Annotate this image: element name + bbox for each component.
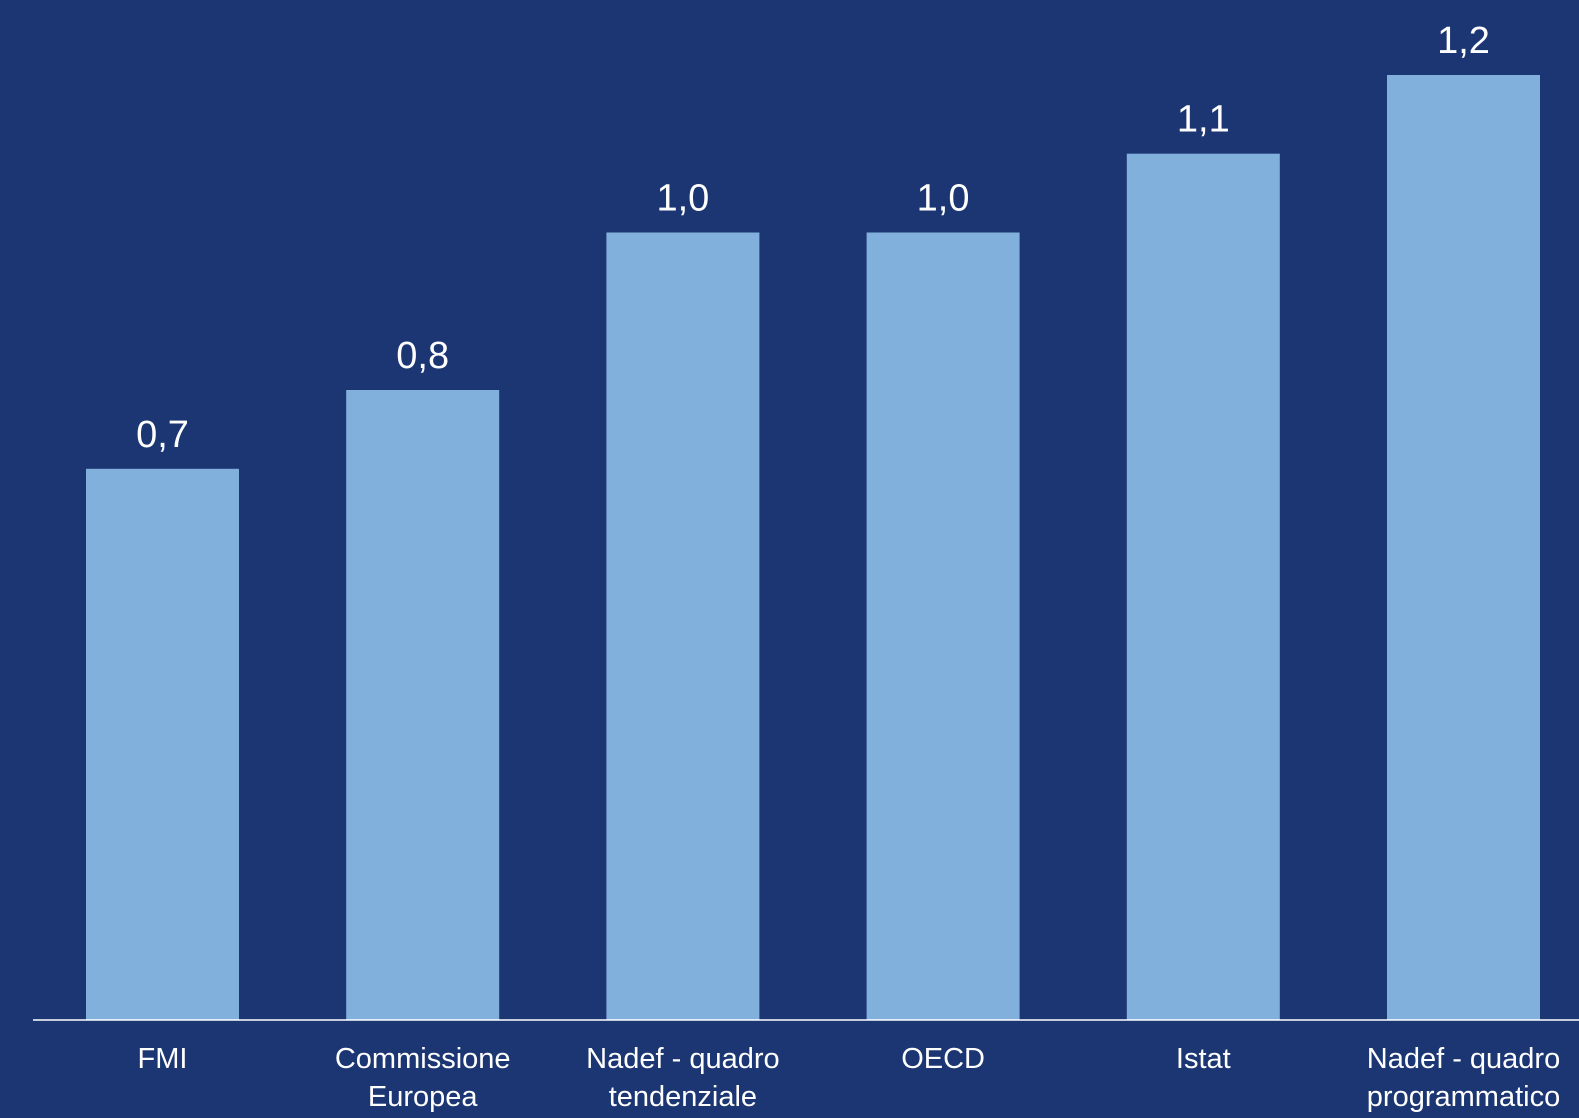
bar (346, 390, 500, 1020)
bar (86, 468, 239, 1021)
bar (866, 232, 1020, 1020)
category-label: Istat (1176, 1043, 1231, 1075)
bar-value-label: 1,1 (1177, 99, 1230, 141)
bar-value-label: 1,0 (917, 178, 970, 220)
bar (1126, 153, 1280, 1020)
bars-group (86, 75, 1540, 1021)
category-label: Nadef - quadro (586, 1043, 779, 1075)
category-label: Nadef - quadro (1367, 1043, 1560, 1075)
bar-value-label: 1,0 (656, 178, 709, 220)
value-labels-group: 0,7 0,8 1,0 1,0 1,1 1,2 (136, 20, 1490, 456)
category-label: FMI (138, 1043, 188, 1075)
category-label: tendenziale (609, 1081, 757, 1113)
bar (1387, 75, 1540, 1020)
bar (606, 232, 760, 1020)
category-label: OECD (901, 1043, 985, 1075)
bar-value-label: 1,2 (1437, 20, 1490, 62)
bar-value-label: 0,7 (136, 414, 189, 456)
category-label: Commissione (335, 1043, 511, 1075)
bar-value-label: 0,8 (396, 335, 449, 377)
category-labels-group: FMI Commissione Europea Nadef - quadro tende… (138, 1043, 1561, 1113)
category-label: programmatico (1367, 1081, 1560, 1113)
category-label: Europea (368, 1081, 479, 1113)
